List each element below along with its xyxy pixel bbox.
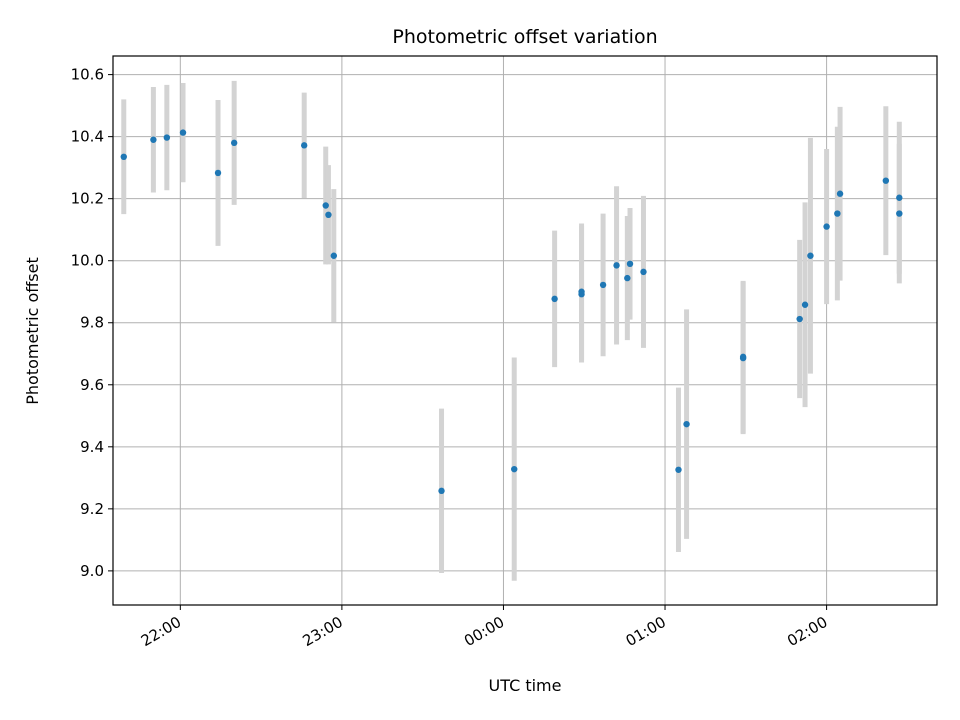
data-point [120,153,127,161]
data-point [896,210,903,217]
data-point [214,169,222,177]
y-tick-label: 9.4 [80,438,104,456]
data-point [322,202,329,209]
plot-frame [112,55,938,606]
data-point [230,139,238,147]
chart-title: Photometric offset variation [392,26,657,48]
data-point [739,353,747,361]
data-point [330,252,338,259]
y-axis-label: Photometric offset [23,257,42,405]
data-point [511,465,518,473]
data-point [640,268,647,276]
x-axis-label: UTC time [489,676,562,695]
data-point [823,223,830,230]
y-tick-label: 10.6 [71,66,104,84]
y-tick-label: 9.6 [80,376,104,394]
data-point [796,315,803,323]
data-point [626,260,634,268]
data-point [300,142,308,149]
data-point [896,194,903,201]
data-point [179,129,187,136]
data-point [834,210,841,217]
data-point [613,262,620,269]
y-tick-label: 10.0 [71,252,104,270]
y-tick-label: 10.4 [71,128,104,146]
data-point [675,466,682,473]
data-point [836,190,844,197]
data-point [683,420,690,428]
y-tick-label: 9.0 [80,562,104,580]
y-tick-label: 10.2 [71,190,104,208]
grid-lines [113,56,937,605]
data-point [150,136,157,143]
y-axis-ticks: 9.0 9.2 9.4 9.6 9.8 10.0 10.2 10.4 10.6 [71,66,113,580]
data-point [801,301,809,308]
data-points [120,129,903,495]
data-point [624,274,631,282]
data-point [551,295,558,303]
data-point [578,288,585,295]
y-tick-label: 9.2 [80,500,104,518]
data-point [882,177,890,184]
data-point [438,487,445,495]
data-point [325,211,332,219]
data-point [163,134,171,141]
data-point [807,252,814,259]
data-point [599,281,607,289]
y-tick-label: 9.8 [80,314,104,332]
